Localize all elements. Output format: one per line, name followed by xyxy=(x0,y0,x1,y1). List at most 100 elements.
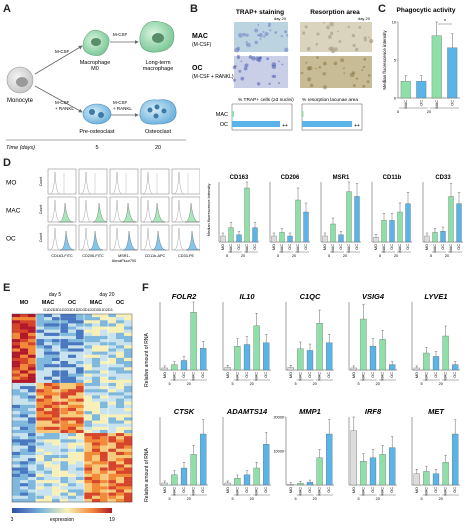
category-label: OC xyxy=(245,372,249,378)
heatmap-cell xyxy=(60,361,69,365)
heatmap-cell xyxy=(68,354,77,359)
heatmap-cell xyxy=(84,373,93,377)
heatmap-cell xyxy=(108,398,117,402)
bar xyxy=(389,364,396,371)
heatmap-cell xyxy=(60,373,69,377)
category-label: OC xyxy=(304,244,308,250)
control-peak xyxy=(49,199,61,223)
heatmap-cell xyxy=(84,323,93,327)
heatmap-cell xyxy=(12,373,21,377)
heatmap-cell xyxy=(60,329,69,333)
panel-label-b: B xyxy=(190,3,198,15)
heatmap-cell xyxy=(44,389,53,393)
bar xyxy=(180,360,188,371)
heatmap-cell xyxy=(84,476,93,481)
heatmap-cell xyxy=(76,464,85,468)
heatmap-cell xyxy=(12,473,21,478)
heatmap-cell xyxy=(44,436,53,440)
chart-title: FOLR2 xyxy=(172,292,197,301)
heatmap-cell xyxy=(20,351,29,355)
heatmap-cell xyxy=(60,411,69,415)
heatmap-cell xyxy=(124,398,133,402)
micrograph-dot xyxy=(271,64,277,70)
heatmap-cell xyxy=(84,320,93,324)
heatmap-cell xyxy=(28,314,37,318)
flow-histogram-grid: MO Count MAC Count OC Count CD163-FITC CD206-FI… xyxy=(6,168,200,263)
heatmap-cell xyxy=(44,414,53,418)
panel-label-e: E xyxy=(3,282,11,294)
heatmap-cell xyxy=(92,379,101,384)
category-label: OC xyxy=(237,244,241,250)
flow-axis-label: CD163-FITC xyxy=(51,254,73,258)
micrograph-dot xyxy=(305,61,308,64)
heatmap-cell xyxy=(92,329,101,333)
heatmap-cell xyxy=(52,317,61,321)
heatmap-cell xyxy=(44,354,53,359)
heatmap-cell xyxy=(92,320,101,324)
heatmap-cell xyxy=(76,373,85,377)
category-label: OC xyxy=(308,372,312,378)
heatmap-cell xyxy=(28,401,37,406)
heatmap-cell xyxy=(76,354,85,359)
heatmap-cell xyxy=(52,486,61,490)
heatmap-cell xyxy=(12,476,21,481)
category-label: MO xyxy=(352,487,356,493)
heatmap-cell xyxy=(76,498,85,503)
panel-c: Phagocytic activity Median fluorescence … xyxy=(382,7,460,114)
heatmap-cell xyxy=(108,429,117,434)
category-label: MO xyxy=(163,372,167,378)
heatmap-cell xyxy=(20,354,29,359)
micrograph-dot xyxy=(263,35,266,38)
heatmap-cell xyxy=(76,320,85,324)
micrograph-dot xyxy=(355,47,359,52)
heatmap-cell xyxy=(20,455,29,459)
heatmap-cell xyxy=(60,364,69,368)
heatmap-cell xyxy=(36,473,45,478)
heatmap-cell xyxy=(52,364,61,368)
heatmap-cell xyxy=(124,480,133,484)
heatmap-cell xyxy=(108,320,117,324)
heatmap-cell xyxy=(124,423,133,427)
heatmap-cell xyxy=(12,423,21,427)
category-label: OC xyxy=(453,372,457,378)
heatmap-cell xyxy=(124,483,133,487)
heatmap-cell xyxy=(44,351,53,355)
heatmap-cell xyxy=(20,379,29,384)
heatmap-cell xyxy=(84,354,93,359)
heatmap-cell xyxy=(116,408,125,412)
flow-histogram xyxy=(109,168,139,195)
heatmap-cell xyxy=(44,326,53,330)
heatmap-cell xyxy=(92,382,101,387)
micrograph-dot xyxy=(240,60,243,63)
bar xyxy=(220,235,226,243)
heatmap-cell xyxy=(84,495,93,500)
heatmap-cell xyxy=(116,395,125,399)
heatmap-cell xyxy=(108,376,117,380)
heatmap-cell xyxy=(108,439,117,443)
heatmap-cell xyxy=(116,464,125,468)
micrograph-dot xyxy=(256,82,261,86)
category-label: MAC xyxy=(298,372,302,381)
heatmap-cell xyxy=(12,439,21,443)
heatmap-cell xyxy=(28,426,37,431)
heatmap-cell xyxy=(108,495,117,500)
micrograph-dot xyxy=(248,55,253,59)
heatmap-cell xyxy=(20,367,29,371)
phagocytic-chart: Median fluorescence intensity 0 5 10 MAC OC MA… xyxy=(382,19,460,114)
heatmap-cell xyxy=(124,492,133,496)
heatmap-cell xyxy=(124,392,133,396)
heatmap-cell xyxy=(92,351,101,355)
heatmap-cell xyxy=(76,473,85,478)
bar xyxy=(326,342,333,371)
heatmap-cell xyxy=(44,486,53,490)
heatmap-cell xyxy=(12,442,21,446)
heatmap-cell xyxy=(116,467,125,471)
heatmap-cell xyxy=(60,495,69,500)
heatmap-cell xyxy=(20,335,29,340)
heatmap-cell xyxy=(52,429,61,434)
heatmap-cell xyxy=(92,467,101,471)
bar-chart: FOLR2 MO MAC OC MAC OC 5 20 xyxy=(159,292,208,386)
heatmap-cell xyxy=(28,354,37,359)
heatmap-cell xyxy=(12,429,21,434)
micrograph-dot xyxy=(307,65,313,71)
